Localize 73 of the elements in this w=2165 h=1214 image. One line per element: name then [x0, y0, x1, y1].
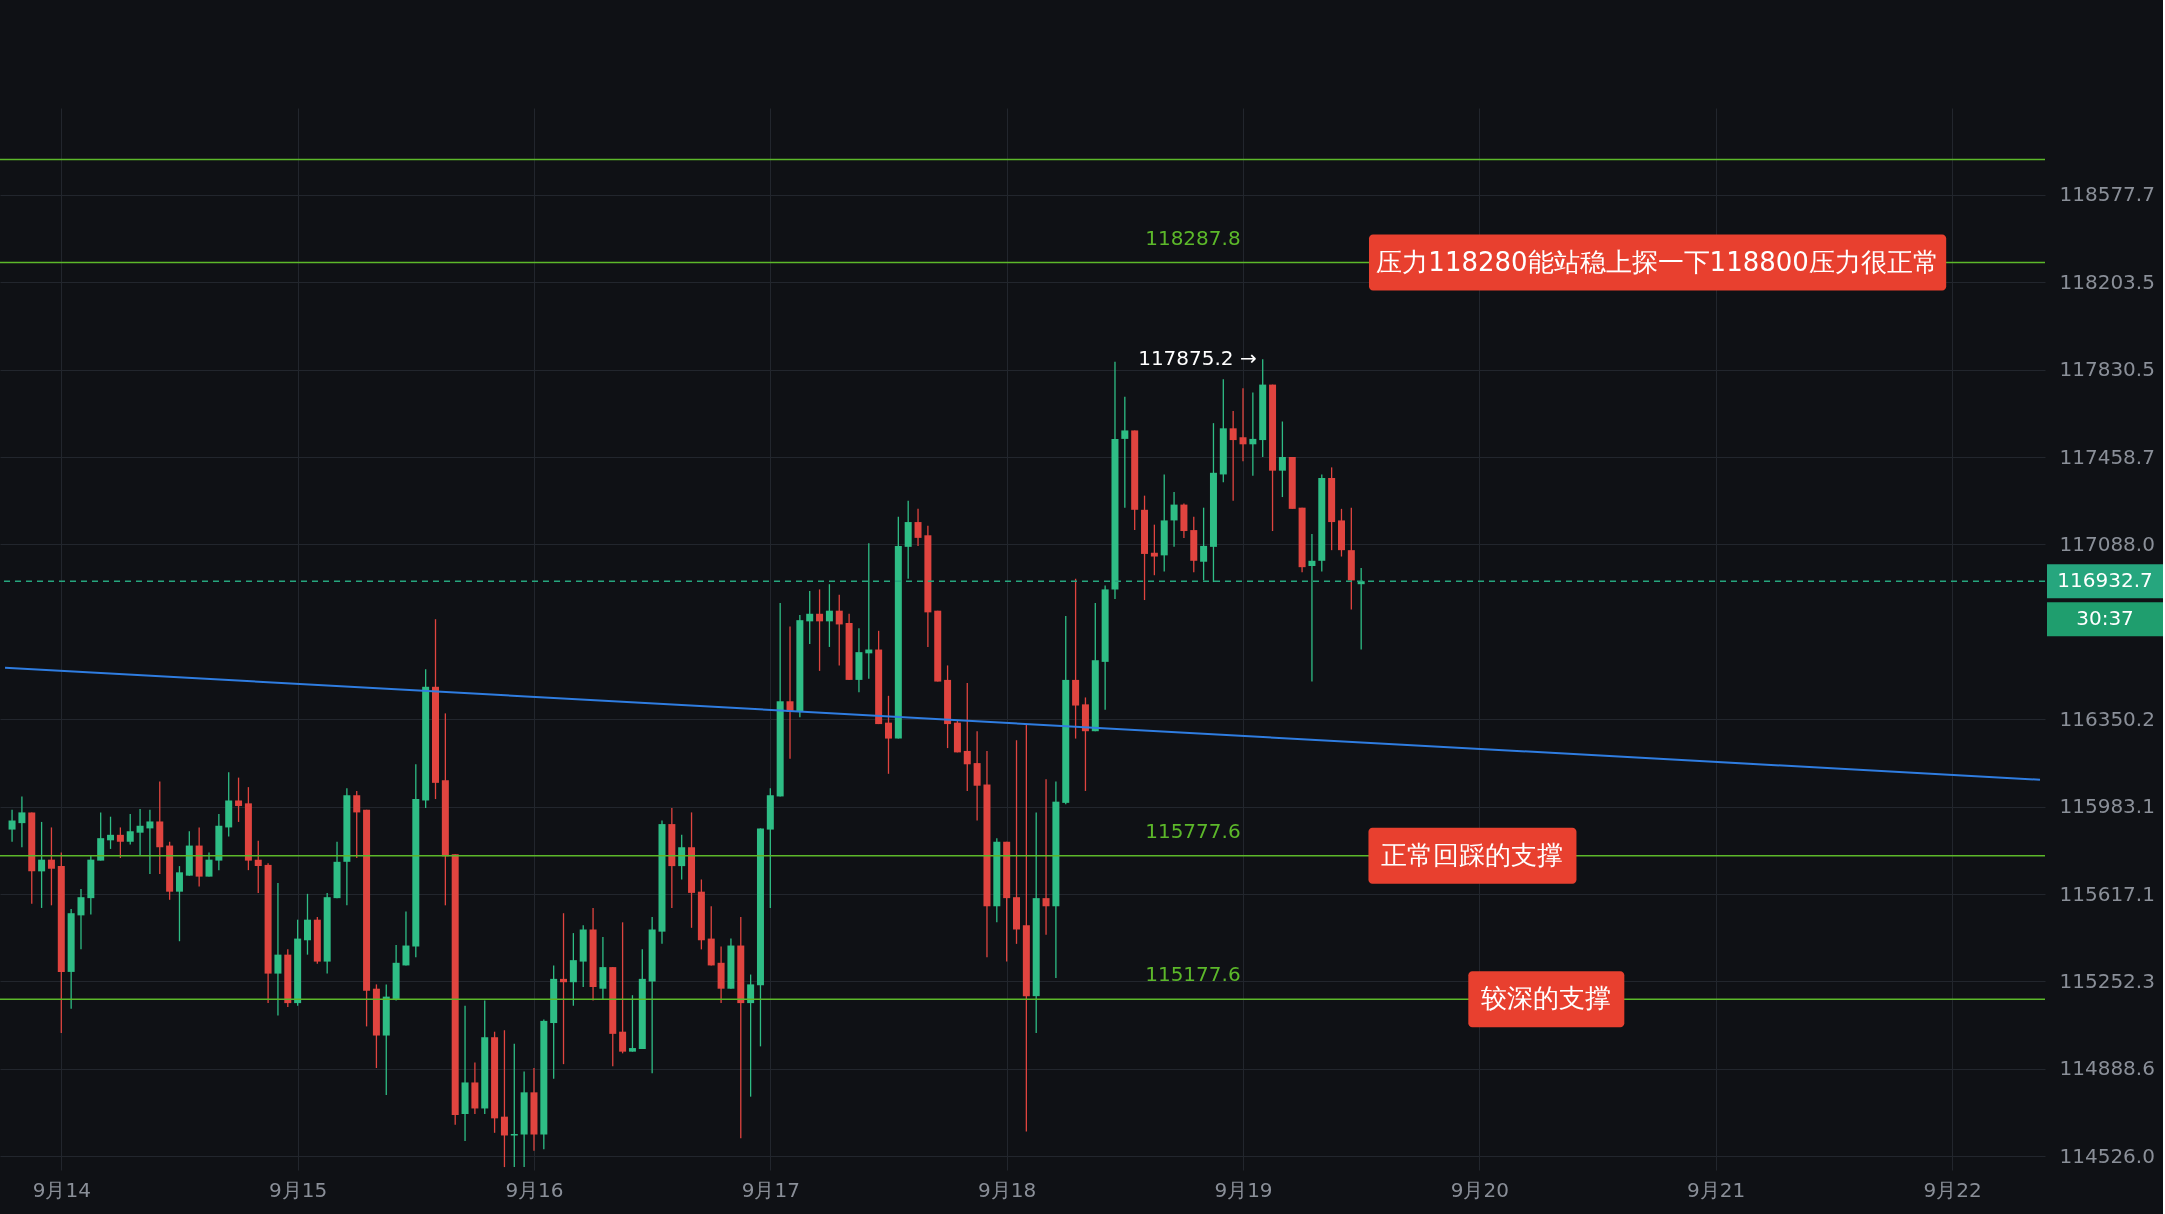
annotation: 正常回踩的支撑 — [1381, 839, 1564, 870]
candlestick — [806, 590, 814, 645]
candlestick — [825, 583, 833, 648]
ref-line-label: 115777.6 — [1145, 818, 1241, 843]
ref-line-label: 118287.8 — [1145, 225, 1241, 250]
ref-line-label: 115177.6 — [1145, 962, 1241, 987]
candlestick — [835, 594, 843, 667]
candlestick — [303, 893, 311, 956]
y-tick-label: 114888.6 — [2059, 1056, 2155, 1081]
candlestick — [914, 508, 922, 547]
x-tick-label: 9月18 — [978, 1177, 1037, 1202]
y-tick-label: 118203.5 — [2059, 269, 2155, 294]
candlestick — [402, 910, 410, 967]
candlestick — [97, 811, 105, 862]
candlestick — [38, 821, 46, 909]
candlestick — [884, 695, 892, 775]
candlestick — [500, 1029, 508, 1168]
candlestick — [1170, 491, 1178, 548]
candlestick — [8, 809, 16, 843]
candlestick — [1239, 387, 1247, 462]
candlestick — [136, 808, 144, 857]
candlestick — [1121, 396, 1129, 509]
x-tick-label: 9月16 — [505, 1177, 564, 1202]
x-tick-label: 9月15 — [269, 1177, 328, 1202]
candlestick — [353, 790, 361, 859]
y-tick-label: 115252.3 — [2059, 968, 2155, 993]
x-tick-label: 9月17 — [741, 1177, 800, 1202]
y-tick-label: 115617.1 — [2059, 881, 2155, 906]
candlestick — [678, 834, 686, 881]
candlestick — [816, 588, 824, 672]
candlestick — [973, 730, 981, 822]
x-tick-label: 9月20 — [1450, 1177, 1509, 1202]
y-tick-label: 117830.5 — [2059, 357, 2155, 382]
y-tick-label: 116350.2 — [2059, 706, 2155, 731]
candlestick — [175, 865, 183, 942]
candlestick — [1200, 507, 1208, 582]
x-tick-label: 9月19 — [1214, 1177, 1273, 1202]
candlestick — [1249, 391, 1257, 477]
candlestick — [963, 682, 971, 792]
candlestick — [599, 936, 607, 1000]
candlestick — [18, 795, 26, 848]
y-tick-label: 118577.7 — [2059, 182, 2155, 207]
candlestick — [146, 809, 154, 875]
y-tick-label: 114526.0 — [2059, 1143, 2155, 1168]
candlestick — [1150, 524, 1158, 576]
candlestick — [569, 932, 577, 1007]
annotation: 压力118280能站稳上探一下118800压力很正常 — [1376, 246, 1939, 277]
x-tick-label: 9月14 — [32, 1177, 91, 1202]
x-tick-label: 9月22 — [1923, 1177, 1982, 1202]
text: 30:37 — [2076, 606, 2134, 631]
y-tick-label: 117458.7 — [2059, 444, 2155, 469]
annotation: 117875.2 → — [1138, 346, 1257, 371]
candlestick — [205, 851, 213, 878]
candlestick — [747, 973, 755, 1098]
candlestick — [107, 816, 115, 850]
candlestick — [254, 840, 262, 894]
candlestick — [1308, 533, 1316, 683]
candlestick — [1278, 420, 1286, 498]
y-tick-label: 117088.0 — [2059, 531, 2155, 556]
ref-line-label: 116932.7 — [2057, 568, 2153, 593]
candlestick — [1229, 410, 1237, 502]
candlestick — [235, 776, 243, 823]
x-tick-label: 9月21 — [1687, 1177, 1746, 1202]
candlestick — [1042, 778, 1050, 936]
candlestick — [116, 826, 124, 859]
annotation: 较深的支撑 — [1481, 983, 1612, 1014]
candlestick — [47, 826, 55, 906]
candlestick — [274, 882, 282, 1017]
candlestick — [619, 921, 627, 1054]
y-tick-label: 115983.1 — [2059, 794, 2155, 819]
candlestick — [126, 813, 134, 846]
candlestick — [77, 888, 85, 951]
candlestick — [628, 994, 636, 1053]
